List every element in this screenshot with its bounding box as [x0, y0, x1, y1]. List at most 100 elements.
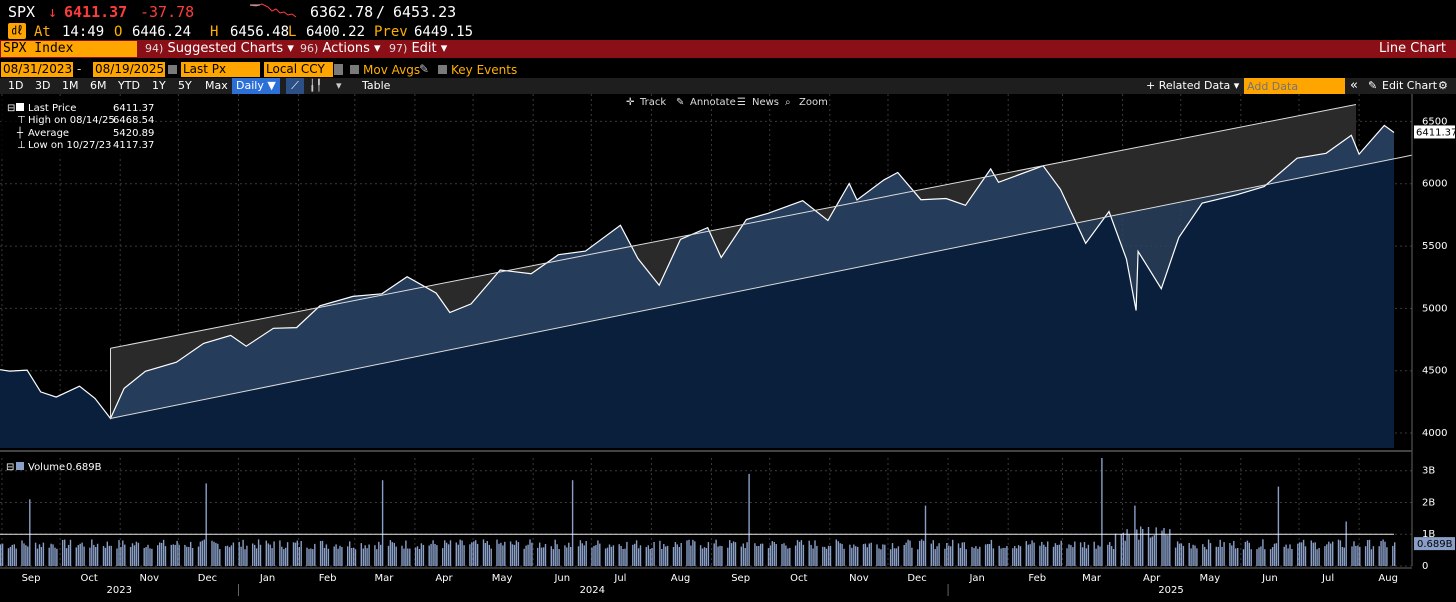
volume-bar: [442, 548, 444, 566]
period-max[interactable]: Max: [205, 79, 228, 92]
track-tool[interactable]: Track: [639, 97, 666, 108]
volume-bar: [1043, 544, 1045, 566]
volume-bar: [1314, 542, 1316, 566]
volume-bar: [285, 547, 287, 566]
pencil-icon[interactable]: ✎: [419, 62, 430, 76]
volume-bar: [1223, 542, 1225, 566]
volume-bar: [151, 548, 153, 566]
volume-bar: [1114, 533, 1117, 566]
zoom-icon[interactable]: ⌕: [785, 97, 791, 108]
volume-bar: [292, 542, 295, 566]
add-data-input[interactable]: [1244, 78, 1345, 94]
price-volume-chart[interactable]: 4000450050005500600065006411.3701B2B3B0.…: [0, 94, 1456, 602]
volume-bar: [1087, 544, 1090, 566]
actions-menu[interactable]: 96) Actions ▾: [300, 41, 381, 56]
volume-bar: [279, 540, 281, 566]
start-date-input[interactable]: 08/31/2023: [1, 62, 73, 77]
period-ytd[interactable]: YTD: [118, 79, 140, 92]
key-events-checkbox[interactable]: [438, 65, 447, 74]
line-chart-icon[interactable]: ⟋: [286, 78, 304, 94]
end-date-input[interactable]: 08/19/2025: [93, 62, 165, 77]
volume-bar: [785, 545, 787, 566]
suggested-charts-menu[interactable]: 94) Suggested Charts ▾: [145, 41, 294, 56]
volume-bar: [907, 539, 909, 566]
volume-bar: [129, 547, 132, 566]
volume-bar: [1019, 546, 1022, 566]
edit-chart-button[interactable]: Edit Chart: [1382, 79, 1438, 92]
calendar-icon[interactable]: [168, 65, 177, 74]
collapse-icon[interactable]: «: [1350, 78, 1358, 93]
volume-legend-collapse-icon[interactable]: ⊟: [6, 462, 14, 473]
volume-bar: [376, 549, 378, 566]
volume-bar: [378, 541, 380, 566]
volume-bar: [550, 546, 552, 566]
volume-bar: [1097, 545, 1099, 566]
volume-bar: [965, 549, 967, 566]
volume-bar: [1147, 527, 1150, 566]
legend-collapse-icon[interactable]: ⊟: [7, 103, 15, 114]
crosshair-icon[interactable]: ✛: [626, 97, 635, 108]
related-data-menu[interactable]: + Related Data ▾: [1146, 79, 1240, 92]
volume-bar: [1039, 545, 1041, 566]
volume-bar: [849, 544, 851, 566]
volume-bar: [1012, 548, 1014, 566]
period-1y[interactable]: 1Y: [152, 79, 166, 92]
field-select[interactable]: Last Px: [181, 62, 260, 77]
volume-bar: [34, 542, 37, 566]
currency-select[interactable]: Local CCY: [264, 62, 333, 77]
open-value: 6446.24: [132, 24, 192, 40]
security-input[interactable]: SPX Index: [1, 41, 137, 57]
exchange-badge-icon[interactable]: ㎗: [8, 23, 26, 39]
period-5y[interactable]: 5Y: [178, 79, 192, 92]
volume-bar: [1070, 545, 1072, 566]
volume-bar: [893, 548, 896, 566]
zoom-tool[interactable]: Zoom: [799, 97, 828, 108]
volume-bar: [864, 543, 867, 566]
volume-bar: [1202, 544, 1204, 566]
volume-bar: [205, 483, 207, 566]
volume-bar: [254, 544, 256, 566]
news-tool[interactable]: News: [752, 97, 779, 108]
chart-type-dropdown-icon[interactable]: ▾: [336, 79, 342, 92]
edit-menu[interactable]: 97) Edit ▾: [389, 41, 448, 56]
volume-tick-label: 2B: [1422, 497, 1435, 508]
month-tick-label: Feb: [319, 573, 337, 584]
volume-bar: [1337, 539, 1340, 566]
mov-avgs-checkbox[interactable]: [350, 65, 359, 74]
annotate-tool[interactable]: Annotate: [690, 97, 736, 108]
volume-bar: [870, 542, 872, 566]
quote-row: SPX ↓ 6411.37 -37.78 6362.78 / 6453.23: [0, 0, 1456, 22]
pencil-icon[interactable]: ✎: [1368, 79, 1378, 92]
volume-bar: [701, 548, 704, 566]
volume-bar: [839, 543, 841, 566]
news-icon[interactable]: ☰: [737, 97, 746, 108]
volume-bar: [977, 548, 979, 566]
price-series: [0, 104, 1413, 449]
volume-bar: [434, 544, 436, 566]
chevron-down-icon[interactable]: [334, 64, 343, 75]
volume-bar: [618, 544, 620, 566]
volume-bar: [9, 546, 12, 566]
period-1m[interactable]: 1M: [62, 79, 79, 92]
volume-bar: [556, 544, 558, 566]
month-tick-label: Apr: [1143, 573, 1161, 584]
table-button[interactable]: Table: [362, 79, 391, 92]
period-3d[interactable]: 3D: [35, 79, 51, 92]
gear-icon[interactable]: ⚙: [1438, 79, 1448, 92]
volume-bar: [1074, 541, 1076, 566]
legend-low-value: 4117.37: [113, 140, 154, 151]
period-1d[interactable]: 1D: [8, 79, 24, 92]
frequency-select[interactable]: Daily ▼: [232, 78, 280, 94]
volume-bar: [1190, 548, 1192, 566]
candle-chart-icon[interactable]: ╽╿: [309, 79, 323, 92]
volume-bar: [1300, 542, 1303, 566]
period-6m[interactable]: 6M: [90, 79, 107, 92]
volume-bar: [537, 547, 539, 566]
volume-bar: [564, 545, 566, 566]
annotate-pen-icon[interactable]: ✎: [676, 97, 684, 108]
legend-last-price-label: Last Price: [28, 103, 76, 114]
volume-bar: [1231, 545, 1233, 566]
month-tick-label: Feb: [1028, 573, 1046, 584]
volume-bar: [1392, 545, 1394, 566]
volume-bar: [800, 540, 803, 566]
